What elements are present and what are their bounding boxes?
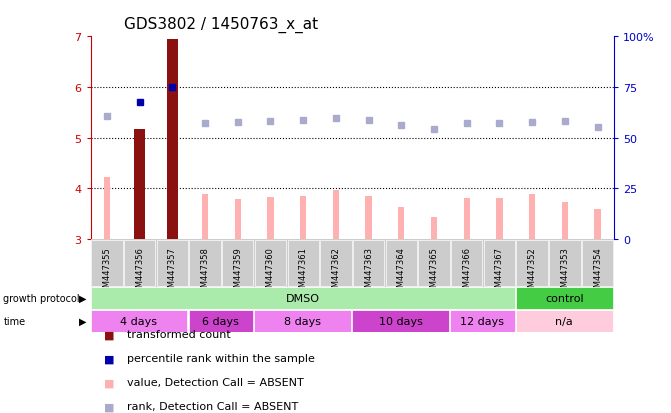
Bar	[267, 197, 274, 240]
Bar	[104, 178, 110, 240]
Text: value, Detection Call = ABSENT: value, Detection Call = ABSENT	[127, 377, 304, 387]
Bar	[398, 208, 405, 240]
Text: GSM447361: GSM447361	[299, 247, 308, 297]
Bar	[333, 190, 339, 240]
Bar	[235, 199, 241, 240]
Text: GSM447362: GSM447362	[331, 247, 340, 297]
Bar	[516, 287, 613, 309]
Text: 8 days: 8 days	[284, 316, 321, 326]
Text: transformed count: transformed count	[127, 330, 231, 339]
Text: 12 days: 12 days	[460, 316, 505, 326]
Bar	[202, 195, 208, 240]
Text: GSM447367: GSM447367	[495, 247, 504, 297]
Text: GSM447354: GSM447354	[593, 247, 602, 297]
Bar	[595, 209, 601, 240]
Text: 6 days: 6 days	[203, 316, 240, 326]
Text: GSM447359: GSM447359	[234, 247, 242, 297]
Bar	[91, 240, 123, 286]
Text: ▶: ▶	[79, 316, 86, 326]
Bar	[189, 310, 253, 332]
Bar	[450, 310, 515, 332]
Bar	[497, 198, 503, 240]
Bar	[562, 203, 568, 240]
Text: GSM447360: GSM447360	[266, 247, 275, 297]
Text: DMSO: DMSO	[286, 293, 319, 304]
Text: ■: ■	[104, 330, 115, 339]
Bar	[431, 218, 437, 240]
Text: GSM447365: GSM447365	[429, 247, 439, 297]
Text: ■: ■	[104, 377, 115, 387]
Text: GSM447357: GSM447357	[168, 247, 177, 297]
Bar	[517, 240, 548, 286]
Bar	[166, 40, 178, 240]
Bar	[255, 240, 287, 286]
Text: control: control	[545, 293, 584, 304]
Bar	[386, 240, 417, 286]
Text: n/a: n/a	[556, 316, 573, 326]
Bar	[353, 240, 384, 286]
Bar	[549, 240, 580, 286]
Text: ■: ■	[104, 401, 115, 411]
Text: 4 days: 4 days	[121, 316, 158, 326]
Text: 10 days: 10 days	[378, 316, 423, 326]
Bar	[91, 287, 515, 309]
Bar	[156, 240, 188, 286]
Bar	[124, 240, 156, 286]
Bar	[300, 196, 307, 240]
Text: GSM447364: GSM447364	[397, 247, 406, 297]
Bar	[418, 240, 450, 286]
Text: GSM447366: GSM447366	[462, 247, 471, 297]
Bar	[91, 310, 187, 332]
Bar	[91, 240, 614, 287]
Bar	[582, 240, 613, 286]
Text: percentile rank within the sample: percentile rank within the sample	[127, 354, 315, 363]
Bar	[451, 240, 482, 286]
Bar	[320, 240, 352, 286]
Text: ■: ■	[104, 354, 115, 363]
Text: GSM447352: GSM447352	[527, 247, 537, 297]
Text: rank, Detection Call = ABSENT: rank, Detection Call = ABSENT	[127, 401, 299, 411]
Text: GSM447363: GSM447363	[364, 247, 373, 297]
Text: GSM447355: GSM447355	[103, 247, 111, 297]
Bar	[254, 310, 351, 332]
Text: GSM447353: GSM447353	[560, 247, 570, 297]
Bar	[516, 310, 613, 332]
Bar	[529, 195, 535, 240]
Bar	[222, 240, 254, 286]
Bar	[287, 240, 319, 286]
Bar	[352, 310, 449, 332]
Text: ▶: ▶	[79, 293, 86, 304]
Text: GDS3802 / 1450763_x_at: GDS3802 / 1450763_x_at	[124, 17, 318, 33]
Text: GSM447358: GSM447358	[201, 247, 209, 297]
Bar	[366, 196, 372, 240]
Text: GSM447356: GSM447356	[135, 247, 144, 297]
Text: time: time	[3, 316, 25, 326]
Bar	[134, 129, 146, 240]
Bar	[464, 198, 470, 240]
Bar	[189, 240, 221, 286]
Text: growth protocol: growth protocol	[3, 293, 80, 304]
Bar	[484, 240, 515, 286]
